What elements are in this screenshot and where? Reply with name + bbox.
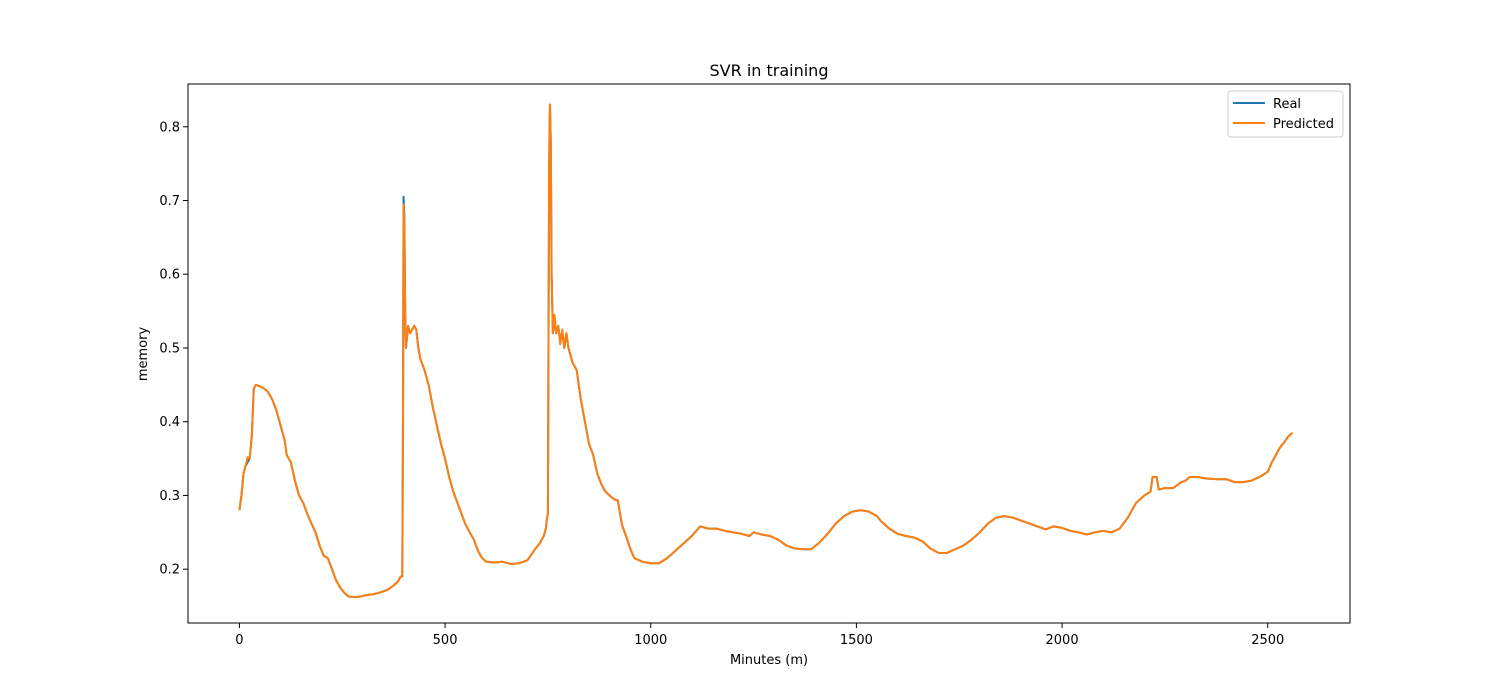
x-tick-label: 2500 (1251, 633, 1284, 648)
x-tick-label: 500 (433, 633, 458, 648)
x-axis: 0 500 1000 1500 2000 2500 (235, 623, 1284, 648)
x-tick-label: 1500 (840, 633, 873, 648)
x-tick-label: 2000 (1046, 633, 1079, 648)
series-line-predicted (238, 103, 1294, 599)
legend-label-predicted: Predicted (1273, 117, 1334, 132)
y-tick-label: 0.4 (159, 415, 180, 430)
chart-title: SVR in training (710, 61, 829, 80)
y-tick-label: 0.8 (159, 120, 180, 135)
plot-frame (187, 83, 1351, 624)
y-tick-label: 0.2 (159, 563, 180, 578)
legend: Real Predicted (1227, 90, 1344, 138)
y-tick-label: 0.7 (159, 194, 180, 209)
y-axis: 0.2 0.3 0.4 0.5 0.6 0.7 0.8 (159, 120, 188, 578)
series-layer (238, 103, 1294, 599)
y-tick-label: 0.3 (159, 489, 180, 504)
legend-label-real: Real (1273, 97, 1301, 112)
y-tick-label: 0.5 (159, 341, 180, 356)
x-tick-label: 1000 (634, 633, 667, 648)
x-tick-label: 0 (235, 633, 243, 648)
y-axis-label: memory (136, 327, 151, 382)
x-axis-label: Minutes (m) (730, 653, 808, 668)
y-tick-label: 0.6 (159, 268, 180, 283)
